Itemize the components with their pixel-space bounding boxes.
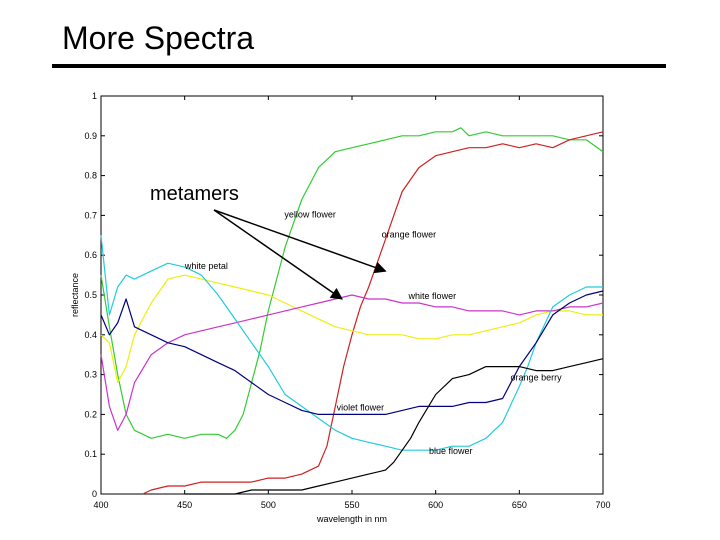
metamer-arrow <box>213 209 343 300</box>
y-tick-label: 0.8 <box>84 171 97 181</box>
curve-label: orange flower <box>382 229 437 239</box>
x-axis-label: wavelength in nm <box>316 514 387 524</box>
slide-title: More Spectra <box>62 20 255 56</box>
y-axis-label: reflectance <box>70 273 80 317</box>
metamer-arrow <box>213 209 387 274</box>
y-tick-label: 0.4 <box>84 330 97 340</box>
curve-label: white petal <box>184 261 228 271</box>
series-line-yellow-flower <box>100 127 604 439</box>
y-tick-label: 0.9 <box>84 131 97 141</box>
series-line-orange-flower <box>142 131 604 495</box>
y-tick-label: 0.2 <box>84 409 97 419</box>
title-rule <box>52 64 666 68</box>
y-tick-label: 0 <box>92 489 97 499</box>
y-tick-label: 0.3 <box>84 370 97 380</box>
y-tick-label: 0.6 <box>84 250 97 260</box>
curve-label: orange berry <box>511 373 563 383</box>
x-tick-label: 550 <box>344 500 359 510</box>
curve-label: white flower <box>408 291 457 301</box>
y-tick-label: 1 <box>92 91 97 101</box>
x-tick-label: 700 <box>595 500 610 510</box>
x-tick-label: 450 <box>177 500 192 510</box>
x-tick-label: 400 <box>93 500 108 510</box>
x-tick-label: 600 <box>428 500 443 510</box>
x-tick-label: 500 <box>261 500 276 510</box>
y-tick-label: 0.1 <box>84 449 97 459</box>
series-line-violet-flower <box>100 290 604 415</box>
y-tick-label: 0.5 <box>84 290 97 300</box>
y-tick-label: 0.7 <box>84 210 97 220</box>
curve-label: yellow flower <box>284 209 336 219</box>
series-line-orange-berry <box>184 358 604 495</box>
series-line-blue-flower <box>100 235 603 451</box>
curve-label: violet flower <box>337 402 385 412</box>
metamers-annotation: metamers <box>150 183 239 205</box>
x-tick-label: 650 <box>512 500 527 510</box>
series-line-white-petal <box>100 274 603 384</box>
curve-label: blue flower <box>429 446 473 456</box>
